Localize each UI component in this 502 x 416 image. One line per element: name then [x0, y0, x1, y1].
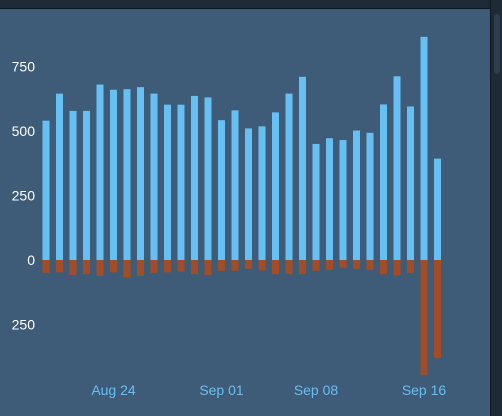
bar-negative[interactable] [150, 260, 158, 273]
bar-negative[interactable] [366, 260, 374, 270]
bar-negative[interactable] [204, 260, 212, 275]
bar-negative[interactable] [420, 260, 428, 375]
bar-negative[interactable] [299, 260, 306, 275]
y-axis-ticks: 750 500 250 0 250 [12, 59, 36, 333]
bar-positive[interactable] [110, 89, 117, 260]
bar-negative[interactable] [380, 260, 387, 275]
y-tick-label: 250 [12, 188, 36, 204]
bar-negative[interactable] [434, 260, 441, 359]
bar-positive[interactable] [83, 110, 90, 260]
bar-positive[interactable] [231, 110, 239, 260]
bar-positive[interactable] [245, 128, 252, 260]
bar-negative[interactable] [177, 260, 185, 272]
x-tick-label: Aug 24 [91, 382, 136, 398]
bar-positive[interactable] [299, 76, 306, 260]
right-scrollbar[interactable] [490, 0, 502, 416]
bar-positive[interactable] [177, 104, 185, 261]
bar-chart: 750 500 250 0 250 Aug 24 Sep 01 Sep 08 Sep 16 [12, 36, 446, 398]
bar-negative[interactable] [231, 260, 239, 271]
bar-positive[interactable] [272, 112, 279, 260]
bar-positive[interactable] [326, 138, 333, 260]
bar-negative[interactable] [245, 260, 252, 270]
bar-negative[interactable] [393, 260, 401, 276]
bar-positive[interactable] [204, 97, 212, 261]
bar-negative[interactable] [96, 260, 104, 276]
bar-positive[interactable] [69, 110, 77, 260]
bar-negative[interactable] [326, 260, 333, 270]
bar-negative[interactable] [191, 260, 198, 275]
y-tick-label: 0 [27, 252, 35, 268]
x-tick-label: Sep 16 [402, 382, 447, 398]
bar-positive[interactable] [218, 120, 225, 260]
bar-positive[interactable] [420, 36, 428, 260]
bar-positive[interactable] [339, 140, 347, 260]
bar-negative[interactable] [83, 260, 90, 275]
bar-positive[interactable] [380, 104, 387, 261]
bar-positive[interactable] [123, 89, 131, 260]
bar-negative[interactable] [137, 260, 144, 276]
y-tick-label: 250 [12, 317, 36, 333]
bar-negative[interactable] [69, 260, 77, 275]
bars [42, 36, 441, 375]
bar-negative[interactable] [353, 260, 360, 270]
bar-positive[interactable] [393, 76, 401, 260]
x-axis-ticks: Aug 24 Sep 01 Sep 08 Sep 16 [91, 382, 446, 398]
bar-negative[interactable] [42, 260, 50, 273]
bar-positive[interactable] [164, 104, 171, 261]
scroll-thumb[interactable] [494, 14, 500, 74]
y-tick-label: 500 [12, 123, 36, 139]
bar-negative[interactable] [258, 260, 266, 271]
bar-negative[interactable] [407, 260, 414, 273]
bar-negative[interactable] [312, 260, 320, 271]
bar-negative[interactable] [272, 260, 279, 275]
bar-positive[interactable] [407, 106, 414, 261]
bar-positive[interactable] [434, 158, 441, 260]
bar-negative[interactable] [123, 260, 131, 278]
bar-positive[interactable] [285, 93, 293, 260]
bar-negative[interactable] [339, 260, 347, 268]
bar-positive[interactable] [353, 130, 360, 260]
y-tick-label: 750 [12, 59, 36, 75]
x-tick-label: Sep 08 [294, 382, 339, 398]
bar-positive[interactable] [312, 143, 320, 260]
x-tick-label: Sep 01 [199, 382, 244, 398]
bar-negative[interactable] [110, 260, 117, 273]
top-bar [0, 0, 490, 9]
bar-positive[interactable] [42, 120, 50, 261]
bar-positive[interactable] [96, 84, 104, 260]
bar-negative[interactable] [285, 260, 293, 275]
bar-positive[interactable] [366, 132, 374, 260]
bar-positive[interactable] [258, 126, 266, 260]
bar-negative[interactable] [56, 260, 63, 273]
bar-positive[interactable] [137, 87, 144, 260]
bar-negative[interactable] [218, 260, 225, 271]
bar-positive[interactable] [191, 95, 198, 260]
bar-positive[interactable] [56, 93, 63, 260]
bar-negative[interactable] [164, 260, 171, 273]
bar-positive[interactable] [150, 93, 158, 260]
